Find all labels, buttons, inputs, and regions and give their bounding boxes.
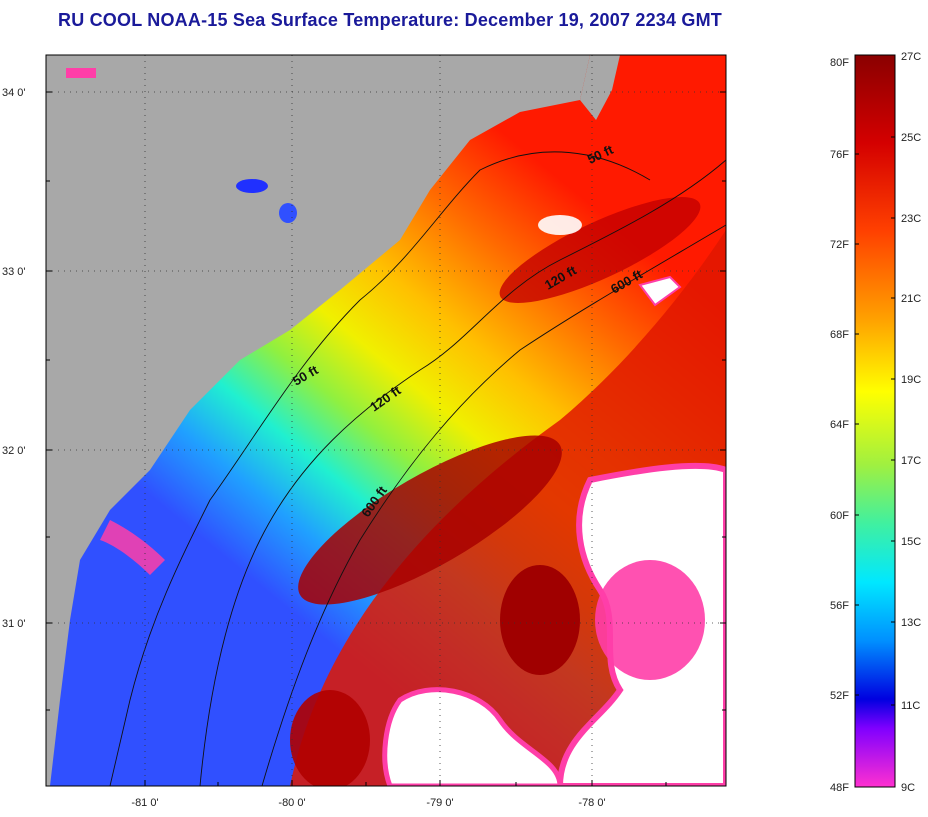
lon-label-79: -79 0' <box>426 797 453 809</box>
warm-core-region <box>298 435 562 605</box>
colorbar-f-72: 72F <box>830 239 849 251</box>
colorbar-c-25: 25C <box>901 132 921 144</box>
contour-50ft <box>109 151 651 786</box>
warm-eddy <box>500 565 580 675</box>
colorbar-f-80: 80F <box>830 57 849 69</box>
colorbar-f-60: 60F <box>830 510 849 522</box>
map-title: RU COOL NOAA-15 Sea Surface Temperature:… <box>58 10 722 30</box>
plot-frame <box>45 54 727 787</box>
lat-label-33: 33 0' <box>2 266 26 278</box>
colorbar-c-23: 23C <box>901 213 921 225</box>
colorbar-f-76: 76F <box>830 149 849 161</box>
axis-ticks <box>46 91 726 786</box>
colorbar-c-19: 19C <box>901 374 921 386</box>
colorbar-ticks <box>855 136 895 706</box>
contour-600ft <box>261 224 726 786</box>
lat-label-31: 31 0' <box>2 618 26 630</box>
colorbar-c-27: 27C <box>901 51 921 63</box>
colorbar-f-48: 48F <box>830 782 849 794</box>
lon-label-78: -78 0' <box>578 797 605 809</box>
lat-label-32: 32 0' <box>2 445 26 457</box>
colorbar-c-9: 9C <box>901 782 915 794</box>
colorbar-c-17: 17C <box>901 455 921 467</box>
colorbar-f-64: 64F <box>830 419 849 431</box>
contour-120ft <box>199 159 726 786</box>
colorbar-f-56: 56F <box>830 600 849 612</box>
colorbar <box>854 54 896 788</box>
colorbar-c-15: 15C <box>901 536 921 548</box>
lat-label-34: 34 0' <box>2 87 26 99</box>
warm-shelf-edge-region <box>499 197 701 303</box>
colorbar-f-52: 52F <box>830 690 849 702</box>
land-cape <box>580 55 620 120</box>
depth-contours <box>109 151 726 786</box>
lon-label-81: -81 0' <box>131 797 158 809</box>
warm-patch-south <box>290 690 370 786</box>
colorbar-c-21: 21C <box>901 293 921 305</box>
colorbar-f-68: 68F <box>830 329 849 341</box>
colorbar-c-13: 13C <box>901 617 921 629</box>
cloud-mask <box>382 215 726 786</box>
lon-label-80: -80 0' <box>278 797 305 809</box>
plot-area <box>46 55 726 786</box>
land <box>46 55 590 786</box>
colorbar-c-11: 11C <box>901 700 920 712</box>
